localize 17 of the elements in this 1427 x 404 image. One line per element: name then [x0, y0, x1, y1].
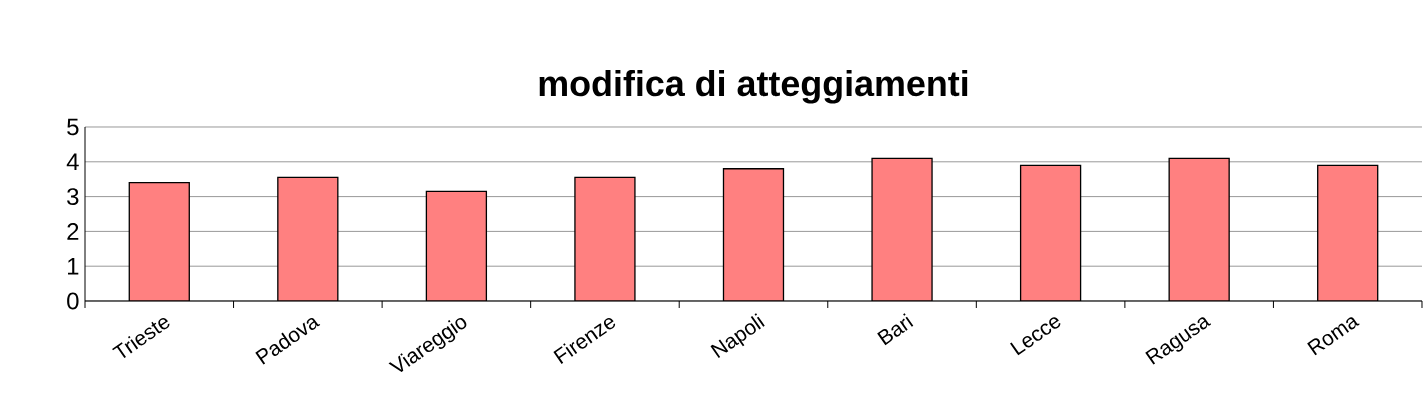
- y-tick-label: 1: [68, 257, 79, 275]
- bar: [425, 190, 488, 301]
- bar: [128, 182, 190, 301]
- bar: [722, 168, 785, 301]
- y-tick-label: 4: [66, 153, 79, 171]
- bar: [1168, 157, 1230, 301]
- y-tick-label: 5: [67, 118, 79, 136]
- y-tick-label: 3: [67, 188, 79, 206]
- bar: [1317, 164, 1379, 301]
- chart-title: modifica di atteggiamenti: [539, 69, 968, 104]
- bar: [574, 176, 636, 301]
- y-tick-label: 2: [67, 223, 79, 240]
- x-tick-label: Bari: [877, 313, 914, 346]
- bar: [277, 176, 339, 301]
- bar: [1019, 164, 1082, 301]
- bar: [871, 157, 933, 301]
- y-tick-label: 0: [67, 292, 79, 310]
